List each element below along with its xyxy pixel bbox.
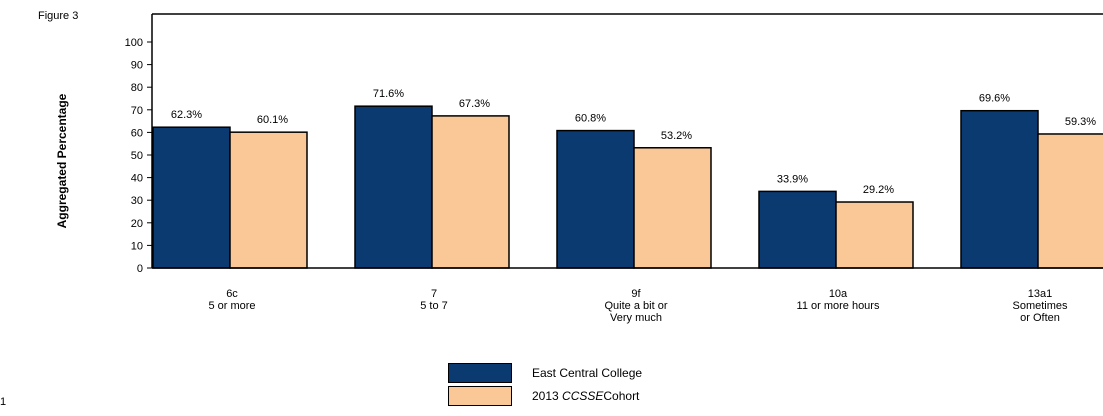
x-tick-label: Sometimes — [1012, 300, 1068, 312]
data-label: 69.6% — [979, 93, 1010, 105]
y-tick-label: 20 — [131, 218, 143, 230]
y-tick-label: 40 — [131, 173, 143, 185]
figure-label: Figure 3 — [38, 10, 79, 22]
bar-1 — [152, 126, 231, 269]
data-label: 60.8% — [575, 113, 606, 125]
x-tick-label: 11 or more hours — [797, 300, 880, 312]
bar-1 — [354, 105, 433, 269]
x-tick-label: 9f — [631, 288, 641, 300]
x-tick-label: 6c — [226, 288, 238, 300]
data-label: 29.2% — [863, 184, 894, 196]
data-label: 71.6% — [373, 88, 404, 100]
legend-label-series2: 2013 CCSSECohort — [532, 389, 640, 403]
x-tick-label: 5 or more — [208, 300, 255, 312]
y-tick-label: 70 — [131, 105, 143, 117]
bar-2 — [431, 115, 510, 269]
y-axis-label: Aggregated Percentage — [55, 93, 69, 228]
x-tick-label: or Often — [1020, 312, 1060, 324]
data-label: 33.9% — [777, 173, 808, 185]
bar-2 — [229, 131, 308, 269]
bar-1 — [758, 190, 837, 269]
y-tick-label: 0 — [137, 263, 143, 275]
y-tick-label: 80 — [131, 82, 143, 94]
x-tick-label: Very much — [610, 312, 662, 324]
legend-swatch-series2 — [448, 386, 512, 406]
x-tick-label: 7 — [431, 288, 437, 300]
data-label: 53.2% — [661, 130, 692, 142]
chart-legend: East Central College 2013 CCSSECohort — [448, 362, 642, 408]
legend-item-series1: East Central College — [448, 362, 642, 384]
legend-swatch-series1 — [448, 363, 512, 383]
bar-2 — [633, 147, 712, 269]
bar-1 — [556, 129, 635, 269]
data-label: 60.1% — [257, 114, 288, 126]
x-tick-label: Quite a bit or — [605, 300, 668, 312]
data-label: 59.3% — [1065, 116, 1096, 128]
x-tick-label: 10a — [829, 288, 848, 300]
y-tick-label: 100 — [125, 37, 143, 49]
y-tick-label: 50 — [131, 150, 143, 162]
legend-item-series2: 2013 CCSSECohort — [448, 385, 642, 407]
x-tick-label: 5 to 7 — [420, 300, 448, 312]
page-number-fragment: 1 — [0, 396, 7, 408]
y-tick-label: 60 — [131, 127, 143, 139]
bar-1 — [960, 109, 1039, 269]
y-tick-label: 10 — [131, 240, 143, 252]
x-tick-label: 13a1 — [1028, 288, 1052, 300]
y-tick-label: 30 — [131, 195, 143, 207]
data-label: 62.3% — [171, 109, 202, 121]
y-tick-label: 90 — [131, 60, 143, 72]
legend-label-series1: East Central College — [532, 366, 643, 380]
bar-2 — [1037, 133, 1103, 269]
data-label: 67.3% — [459, 98, 490, 110]
bar-chart: 0 10 20 30 40 50 60 70 80 90 100 Aggregated Percent… — [55, 13, 1103, 324]
bar-2 — [835, 201, 914, 269]
